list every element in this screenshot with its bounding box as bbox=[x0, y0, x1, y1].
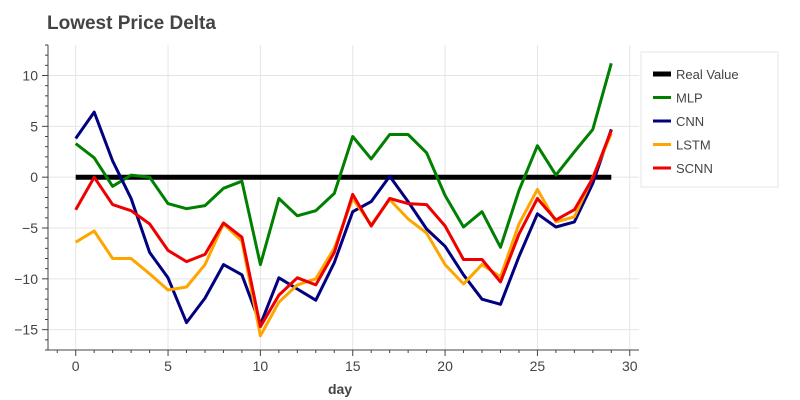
x-tick-label: 5 bbox=[164, 358, 172, 374]
series-line-mlp bbox=[74, 62, 613, 267]
x-tick-label: 10 bbox=[253, 358, 269, 374]
x-axis-label: day bbox=[328, 381, 352, 397]
x-tick-label: 30 bbox=[622, 358, 638, 374]
chart-title: Lowest Price Delta bbox=[47, 13, 216, 34]
legend-label: MLP bbox=[676, 91, 703, 106]
y-tick-label: −15 bbox=[14, 322, 38, 338]
x-tick-label: 20 bbox=[437, 358, 453, 374]
y-tick-label: 5 bbox=[30, 118, 38, 134]
legend: Real Value MLP CNN LSTM SCNN bbox=[640, 51, 779, 188]
y-tick-label: −5 bbox=[22, 220, 38, 236]
series-line-scnn bbox=[74, 129, 613, 329]
legend-label: SCNN bbox=[676, 161, 713, 176]
x-tick-label: 15 bbox=[345, 358, 361, 374]
y-tick-label: −10 bbox=[14, 271, 38, 287]
x-tick-label: 25 bbox=[530, 358, 546, 374]
legend-label: Real Value bbox=[676, 67, 739, 82]
y-tick-label: 10 bbox=[22, 68, 38, 84]
legend-label: CNN bbox=[676, 114, 704, 129]
axes: 0 5 10 15 20 25 30 −15 −10 −5 0 5 10 bbox=[14, 44, 639, 374]
y-tick-label: 0 bbox=[30, 169, 38, 185]
series-lines bbox=[74, 62, 613, 338]
series-line-cnn bbox=[74, 110, 613, 327]
legend-label: LSTM bbox=[676, 138, 711, 153]
x-tick-label: 0 bbox=[72, 358, 80, 374]
grid bbox=[48, 45, 639, 350]
